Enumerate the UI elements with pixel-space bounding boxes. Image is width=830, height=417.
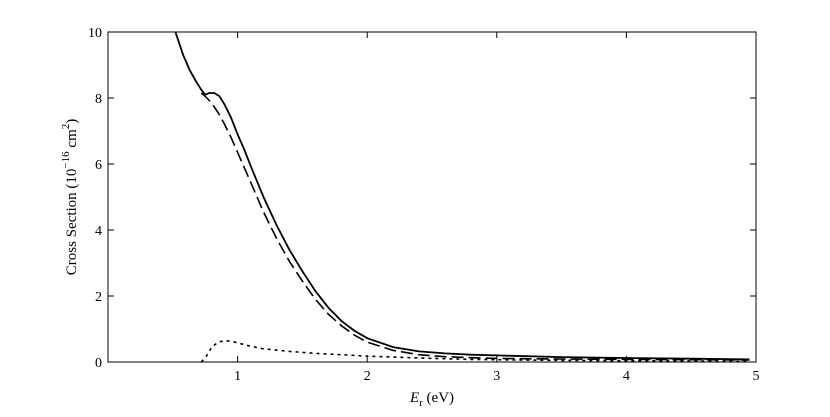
y-tick-label: 4 — [95, 224, 102, 239]
plot-area-frame — [107, 31, 757, 363]
x-axis-label-subscript: r — [419, 397, 423, 409]
y-tick-label: 10 — [88, 26, 102, 41]
series-line-solid — [174, 31, 750, 361]
y-axis-label-suffix: ) — [64, 119, 80, 124]
x-axis-label: Er (eV) — [409, 390, 454, 409]
x-tick-label: 5 — [753, 369, 760, 384]
y-tick-label: 6 — [95, 158, 102, 173]
y-axis-label-prefix: Cross Section (10 — [64, 169, 80, 276]
series-layer — [174, 31, 750, 363]
y-axis-label-middle: cm — [64, 129, 80, 151]
x-axis-label-suffix: (eV) — [423, 390, 454, 406]
x-axis-ticks: 1 2 3 4 5 — [234, 32, 760, 384]
x-tick-label: 1 — [234, 369, 241, 384]
y-axis-label: Cross Section (10−16 cm2) — [60, 119, 80, 275]
y-tick-label: 2 — [95, 290, 102, 305]
y-axis-label-exponent2: 2 — [60, 124, 72, 130]
series-line-dotted — [200, 339, 750, 363]
x-axis-label-main: E — [409, 390, 419, 406]
y-tick-label: 0 — [95, 356, 102, 371]
series-line-dashed — [200, 92, 750, 361]
y-axis-ticks: 0 2 4 6 8 10 — [88, 26, 756, 371]
x-tick-label: 3 — [493, 369, 500, 384]
y-tick-label: 8 — [95, 92, 102, 107]
x-tick-label: 4 — [623, 369, 630, 384]
x-tick-label: 2 — [364, 369, 371, 384]
y-axis-label-exponent: −16 — [60, 151, 72, 169]
